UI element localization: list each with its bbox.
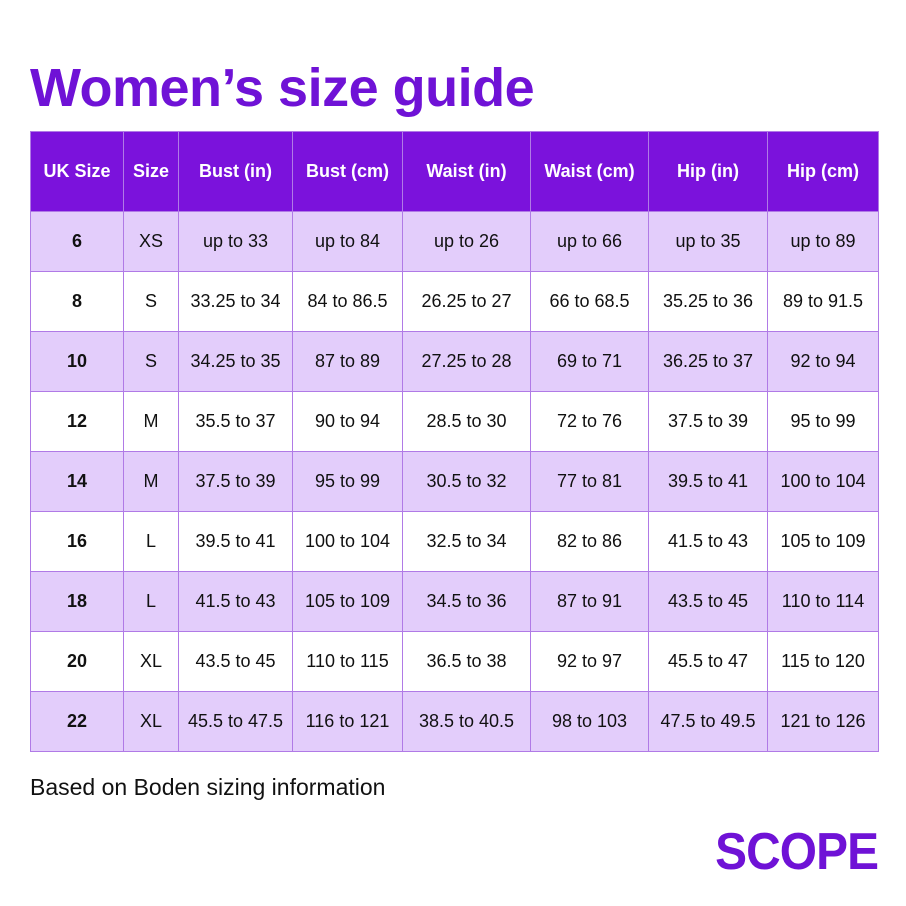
- hip-cm-cell: 121 to 126: [767, 691, 879, 752]
- uk-size-cell: 22: [30, 691, 124, 752]
- size-table: UK Size Size Bust (in) Bust (cm) Waist (…: [30, 131, 879, 752]
- waist-in-cell: 28.5 to 30: [402, 391, 531, 452]
- waist-cm-cell: 66 to 68.5: [530, 271, 649, 332]
- column-header-waist-in: Waist (in): [402, 131, 531, 212]
- footnote: Based on Boden sizing information: [30, 774, 386, 800]
- hip-in-cell: 45.5 to 47: [648, 631, 768, 692]
- waist-cm-cell: 98 to 103: [530, 691, 649, 752]
- size-cell: XL: [123, 691, 179, 752]
- hip-in-cell: 35.25 to 36: [648, 271, 768, 332]
- waist-cm-cell: 72 to 76: [530, 391, 649, 452]
- size-cell: L: [123, 571, 179, 632]
- waist-in-cell: 34.5 to 36: [402, 571, 531, 632]
- size-cell: S: [123, 331, 179, 392]
- hip-cm-cell: 95 to 99: [767, 391, 879, 452]
- size-cell: XS: [123, 211, 179, 272]
- uk-size-cell: 20: [30, 631, 124, 692]
- waist-cm-cell: up to 66: [530, 211, 649, 272]
- waist-in-cell: 32.5 to 34: [402, 511, 531, 572]
- table-row: 22 XL 45.5 to 47.5 116 to 121 38.5 to 40…: [30, 691, 879, 752]
- hip-cm-cell: 89 to 91.5: [767, 271, 879, 332]
- column-header-bust-in: Bust (in): [178, 131, 293, 212]
- waist-cm-cell: 87 to 91: [530, 571, 649, 632]
- table-row: 20 XL 43.5 to 45 110 to 115 36.5 to 38 9…: [30, 631, 879, 692]
- hip-in-cell: 41.5 to 43: [648, 511, 768, 572]
- waist-cm-cell: 69 to 71: [530, 331, 649, 392]
- bust-in-cell: 34.25 to 35: [178, 331, 293, 392]
- size-cell: XL: [123, 631, 179, 692]
- hip-in-cell: 37.5 to 39: [648, 391, 768, 452]
- column-header-hip-in: Hip (in): [648, 131, 768, 212]
- bust-in-cell: up to 33: [178, 211, 293, 272]
- bust-in-cell: 39.5 to 41: [178, 511, 293, 572]
- size-cell: M: [123, 391, 179, 452]
- column-header-bust-cm: Bust (cm): [292, 131, 403, 212]
- hip-cm-cell: 100 to 104: [767, 451, 879, 512]
- bust-cm-cell: 110 to 115: [292, 631, 403, 692]
- hip-cm-cell: 105 to 109: [767, 511, 879, 572]
- table-row: 16 L 39.5 to 41 100 to 104 32.5 to 34 82…: [30, 511, 879, 572]
- waist-in-cell: 27.25 to 28: [402, 331, 531, 392]
- column-header-hip-cm: Hip (cm): [767, 131, 879, 212]
- uk-size-cell: 16: [30, 511, 124, 572]
- bust-in-cell: 33.25 to 34: [178, 271, 293, 332]
- uk-size-cell: 14: [30, 451, 124, 512]
- hip-in-cell: 43.5 to 45: [648, 571, 768, 632]
- size-cell: M: [123, 451, 179, 512]
- scope-logo: SCOPE: [715, 823, 879, 881]
- waist-cm-cell: 92 to 97: [530, 631, 649, 692]
- waist-cm-cell: 82 to 86: [530, 511, 649, 572]
- column-header-waist-cm: Waist (cm): [530, 131, 649, 212]
- bust-cm-cell: 105 to 109: [292, 571, 403, 632]
- hip-cm-cell: 92 to 94: [767, 331, 879, 392]
- bust-in-cell: 43.5 to 45: [178, 631, 293, 692]
- bust-cm-cell: 100 to 104: [292, 511, 403, 572]
- table-row: 8 S 33.25 to 34 84 to 86.5 26.25 to 27 6…: [30, 271, 879, 332]
- bust-cm-cell: 116 to 121: [292, 691, 403, 752]
- table-row: 18 L 41.5 to 43 105 to 109 34.5 to 36 87…: [30, 571, 879, 632]
- waist-cm-cell: 77 to 81: [530, 451, 649, 512]
- column-header-uk-size: UK Size: [30, 131, 124, 212]
- bust-in-cell: 37.5 to 39: [178, 451, 293, 512]
- bust-cm-cell: 87 to 89: [292, 331, 403, 392]
- bust-in-cell: 41.5 to 43: [178, 571, 293, 632]
- table-row: 14 M 37.5 to 39 95 to 99 30.5 to 32 77 t…: [30, 451, 879, 512]
- waist-in-cell: 26.25 to 27: [402, 271, 531, 332]
- waist-in-cell: 38.5 to 40.5: [402, 691, 531, 752]
- uk-size-cell: 10: [30, 331, 124, 392]
- hip-cm-cell: 110 to 114: [767, 571, 879, 632]
- page-title: Women’s size guide: [30, 58, 535, 118]
- bust-cm-cell: 90 to 94: [292, 391, 403, 452]
- table-row: 6 XS up to 33 up to 84 up to 26 up to 66…: [30, 211, 879, 272]
- size-cell: L: [123, 511, 179, 572]
- uk-size-cell: 18: [30, 571, 124, 632]
- table-header-row: UK Size Size Bust (in) Bust (cm) Waist (…: [30, 131, 879, 212]
- uk-size-cell: 8: [30, 271, 124, 332]
- hip-in-cell: 36.25 to 37: [648, 331, 768, 392]
- column-header-size: Size: [123, 131, 179, 212]
- hip-in-cell: up to 35: [648, 211, 768, 272]
- bust-cm-cell: up to 84: [292, 211, 403, 272]
- hip-in-cell: 47.5 to 49.5: [648, 691, 768, 752]
- waist-in-cell: 30.5 to 32: [402, 451, 531, 512]
- waist-in-cell: 36.5 to 38: [402, 631, 531, 692]
- hip-cm-cell: up to 89: [767, 211, 879, 272]
- table-row: 10 S 34.25 to 35 87 to 89 27.25 to 28 69…: [30, 331, 879, 392]
- uk-size-cell: 6: [30, 211, 124, 272]
- bust-in-cell: 45.5 to 47.5: [178, 691, 293, 752]
- hip-in-cell: 39.5 to 41: [648, 451, 768, 512]
- bust-cm-cell: 84 to 86.5: [292, 271, 403, 332]
- waist-in-cell: up to 26: [402, 211, 531, 272]
- size-cell: S: [123, 271, 179, 332]
- bust-cm-cell: 95 to 99: [292, 451, 403, 512]
- bust-in-cell: 35.5 to 37: [178, 391, 293, 452]
- uk-size-cell: 12: [30, 391, 124, 452]
- hip-cm-cell: 115 to 120: [767, 631, 879, 692]
- table-row: 12 M 35.5 to 37 90 to 94 28.5 to 30 72 t…: [30, 391, 879, 452]
